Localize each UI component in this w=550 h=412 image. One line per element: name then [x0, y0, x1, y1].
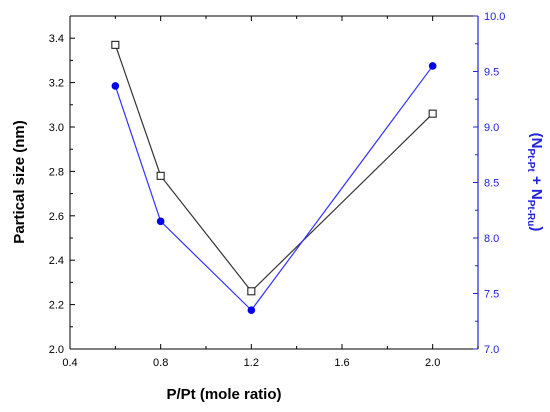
left-y-tick-label: 3.2 — [49, 78, 64, 90]
right-y-tick-label: 10.0 — [484, 11, 505, 23]
series-lines — [114, 44, 434, 312]
x-tick-label: 0.8 — [153, 357, 168, 369]
x-tick-label: 2.0 — [425, 357, 440, 369]
particle-size-point — [111, 40, 120, 49]
right-y-axis-label: (NPt-Pt + NPt-Ru) — [525, 133, 545, 232]
particle-size-line — [114, 44, 434, 293]
left-y-tick-label: 2.2 — [49, 300, 64, 312]
plot-frame — [69, 15, 479, 350]
right-y-label-sub1: Pt-Pt — [525, 148, 536, 172]
left-y-axis-ticks: 2.0 2.2 2.4 2.6 2.8 3.0 3.2 3.4 — [49, 15, 75, 356]
particle-size-point — [428, 109, 437, 118]
coordination-number-line — [114, 65, 434, 312]
left-y-tick-label: 3.4 — [49, 33, 64, 45]
x-tick-label: 1.2 — [244, 357, 259, 369]
right-y-tick-label: 9.5 — [484, 67, 499, 79]
right-y-tick-label: 9.0 — [484, 122, 499, 134]
right-y-label-close: ) — [528, 226, 545, 231]
right-y-tick-label: 7.0 — [484, 344, 499, 356]
left-y-tick-label: 2.0 — [49, 344, 64, 356]
x-tick-label: 1.6 — [334, 357, 349, 369]
left-y-tick-label: 2.8 — [49, 166, 64, 178]
coordination-number-point — [428, 62, 437, 70]
right-y-tick-label: 8.0 — [484, 233, 499, 245]
x-tick-label: 0.4 — [62, 357, 77, 369]
series-markers — [111, 40, 437, 314]
particle-size-point — [156, 171, 165, 180]
particle-size-point — [247, 287, 256, 296]
left-y-tick-label: 3.0 — [49, 122, 64, 134]
right-y-axis-ticks: 7.0 7.5 8.0 8.5 9.0 9.5 10.0 — [473, 11, 505, 356]
coordination-number-point — [111, 82, 120, 90]
right-y-label-sub2: Pt-Ru — [525, 200, 536, 227]
left-y-tick-label: 2.6 — [49, 211, 64, 223]
right-y-tick-label: 7.5 — [484, 289, 499, 301]
left-y-axis-label: Partical size (nm) — [11, 120, 28, 243]
right-y-label-open: (N — [528, 133, 545, 149]
coordination-number-point — [247, 306, 256, 314]
right-y-tick-label: 8.5 — [484, 178, 499, 190]
left-y-tick-label: 2.4 — [49, 255, 64, 267]
right-y-label-plus: + N — [528, 172, 545, 200]
x-axis-ticks: 0.4 0.8 1.2 1.6 2.0 — [62, 16, 479, 369]
coordination-number-point — [156, 217, 165, 226]
x-axis-label: P/Pt (mole ratio) — [166, 386, 281, 403]
